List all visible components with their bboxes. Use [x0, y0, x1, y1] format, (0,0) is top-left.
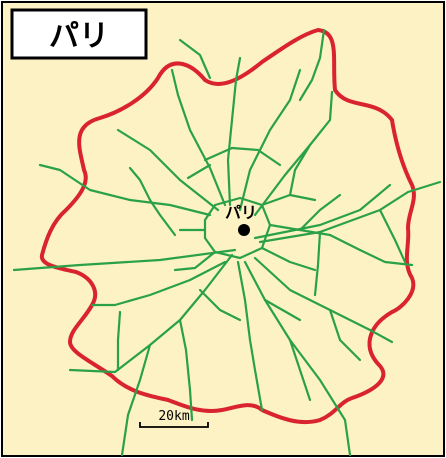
- scale-bar: 20km: [139, 409, 209, 428]
- map-title: パリ: [49, 19, 109, 54]
- city-dot-icon: [238, 224, 250, 236]
- city-label: パリ: [225, 203, 257, 222]
- urban-area-boundary: [39, 28, 416, 425]
- title-box: [10, 8, 148, 60]
- rail-network: [12, 28, 442, 457]
- scale-label: 20km: [158, 409, 189, 424]
